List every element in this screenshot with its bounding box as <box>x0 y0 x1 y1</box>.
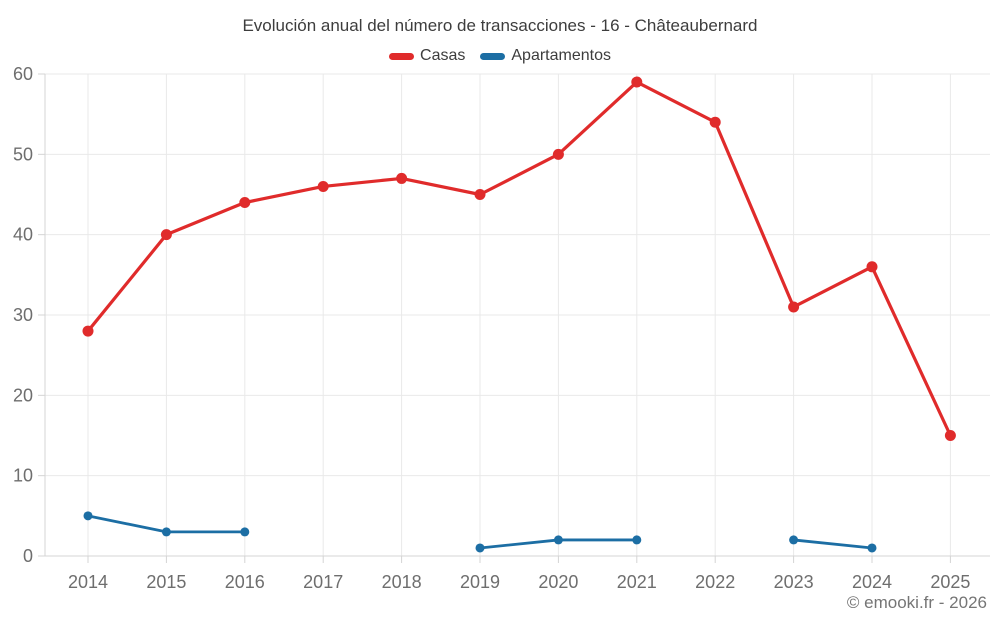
series-line-apartamentos <box>792 538 874 550</box>
data-point-casas <box>944 430 956 441</box>
data-point-apartamentos <box>240 527 250 537</box>
x-tick-label: 2014 <box>68 572 108 592</box>
data-point-casas <box>631 76 643 88</box>
x-tick-label: 2021 <box>617 572 657 592</box>
legend: Casas Apartamentos <box>0 47 1000 65</box>
data-point-apartamentos <box>789 535 799 545</box>
legend-item-apartamentos[interactable]: Apartamentos <box>480 47 611 65</box>
y-tick-label: 50 <box>13 144 33 164</box>
data-point-apartamentos <box>867 543 877 553</box>
x-tick-label: 2025 <box>930 572 970 592</box>
y-tick-label: 60 <box>13 64 33 84</box>
data-point-apartamentos <box>475 543 485 553</box>
copyright-text: © emooki.fr - 2026 <box>846 593 987 612</box>
y-tick-label: 10 <box>13 466 33 486</box>
series-line-casas <box>86 80 953 438</box>
data-point-casas <box>866 261 878 273</box>
y-tick-label: 0 <box>23 546 33 566</box>
data-point-casas <box>82 325 94 337</box>
data-point-apartamentos <box>553 535 563 545</box>
legend-swatch-apartamentos <box>480 52 506 60</box>
x-tick-label: 2023 <box>774 572 814 592</box>
legend-label-casas: Casas <box>420 47 466 64</box>
y-tick-label: 30 <box>13 305 33 325</box>
x-tick-label: 2017 <box>303 572 343 592</box>
data-point-casas <box>239 197 251 209</box>
x-tick-label: 2019 <box>460 572 500 592</box>
data-point-apartamentos <box>632 535 642 545</box>
x-tick-label: 2022 <box>695 572 735 592</box>
data-point-apartamentos <box>83 511 93 521</box>
data-point-casas <box>552 148 564 160</box>
data-point-casas <box>474 189 486 200</box>
legend-item-casas[interactable]: Casas <box>389 47 465 65</box>
data-point-casas <box>317 180 329 192</box>
legend-swatch-casas <box>389 52 415 60</box>
x-tick-label: 2015 <box>146 572 186 592</box>
chart-title: Evolución anual del número de transaccio… <box>242 16 758 35</box>
x-tick-label: 2020 <box>538 572 578 592</box>
data-point-casas <box>396 172 408 184</box>
x-tick-label: 2024 <box>852 572 892 592</box>
data-point-apartamentos <box>161 527 171 537</box>
data-point-casas <box>788 301 800 313</box>
x-tick-label: 2016 <box>225 572 265 592</box>
y-tick-label: 20 <box>13 385 33 405</box>
data-point-casas <box>709 116 721 128</box>
legend-label-apartamentos: Apartamentos <box>511 47 611 64</box>
data-point-casas <box>160 229 172 241</box>
x-tick-label: 2018 <box>382 572 422 592</box>
y-tick-label: 40 <box>13 225 33 245</box>
